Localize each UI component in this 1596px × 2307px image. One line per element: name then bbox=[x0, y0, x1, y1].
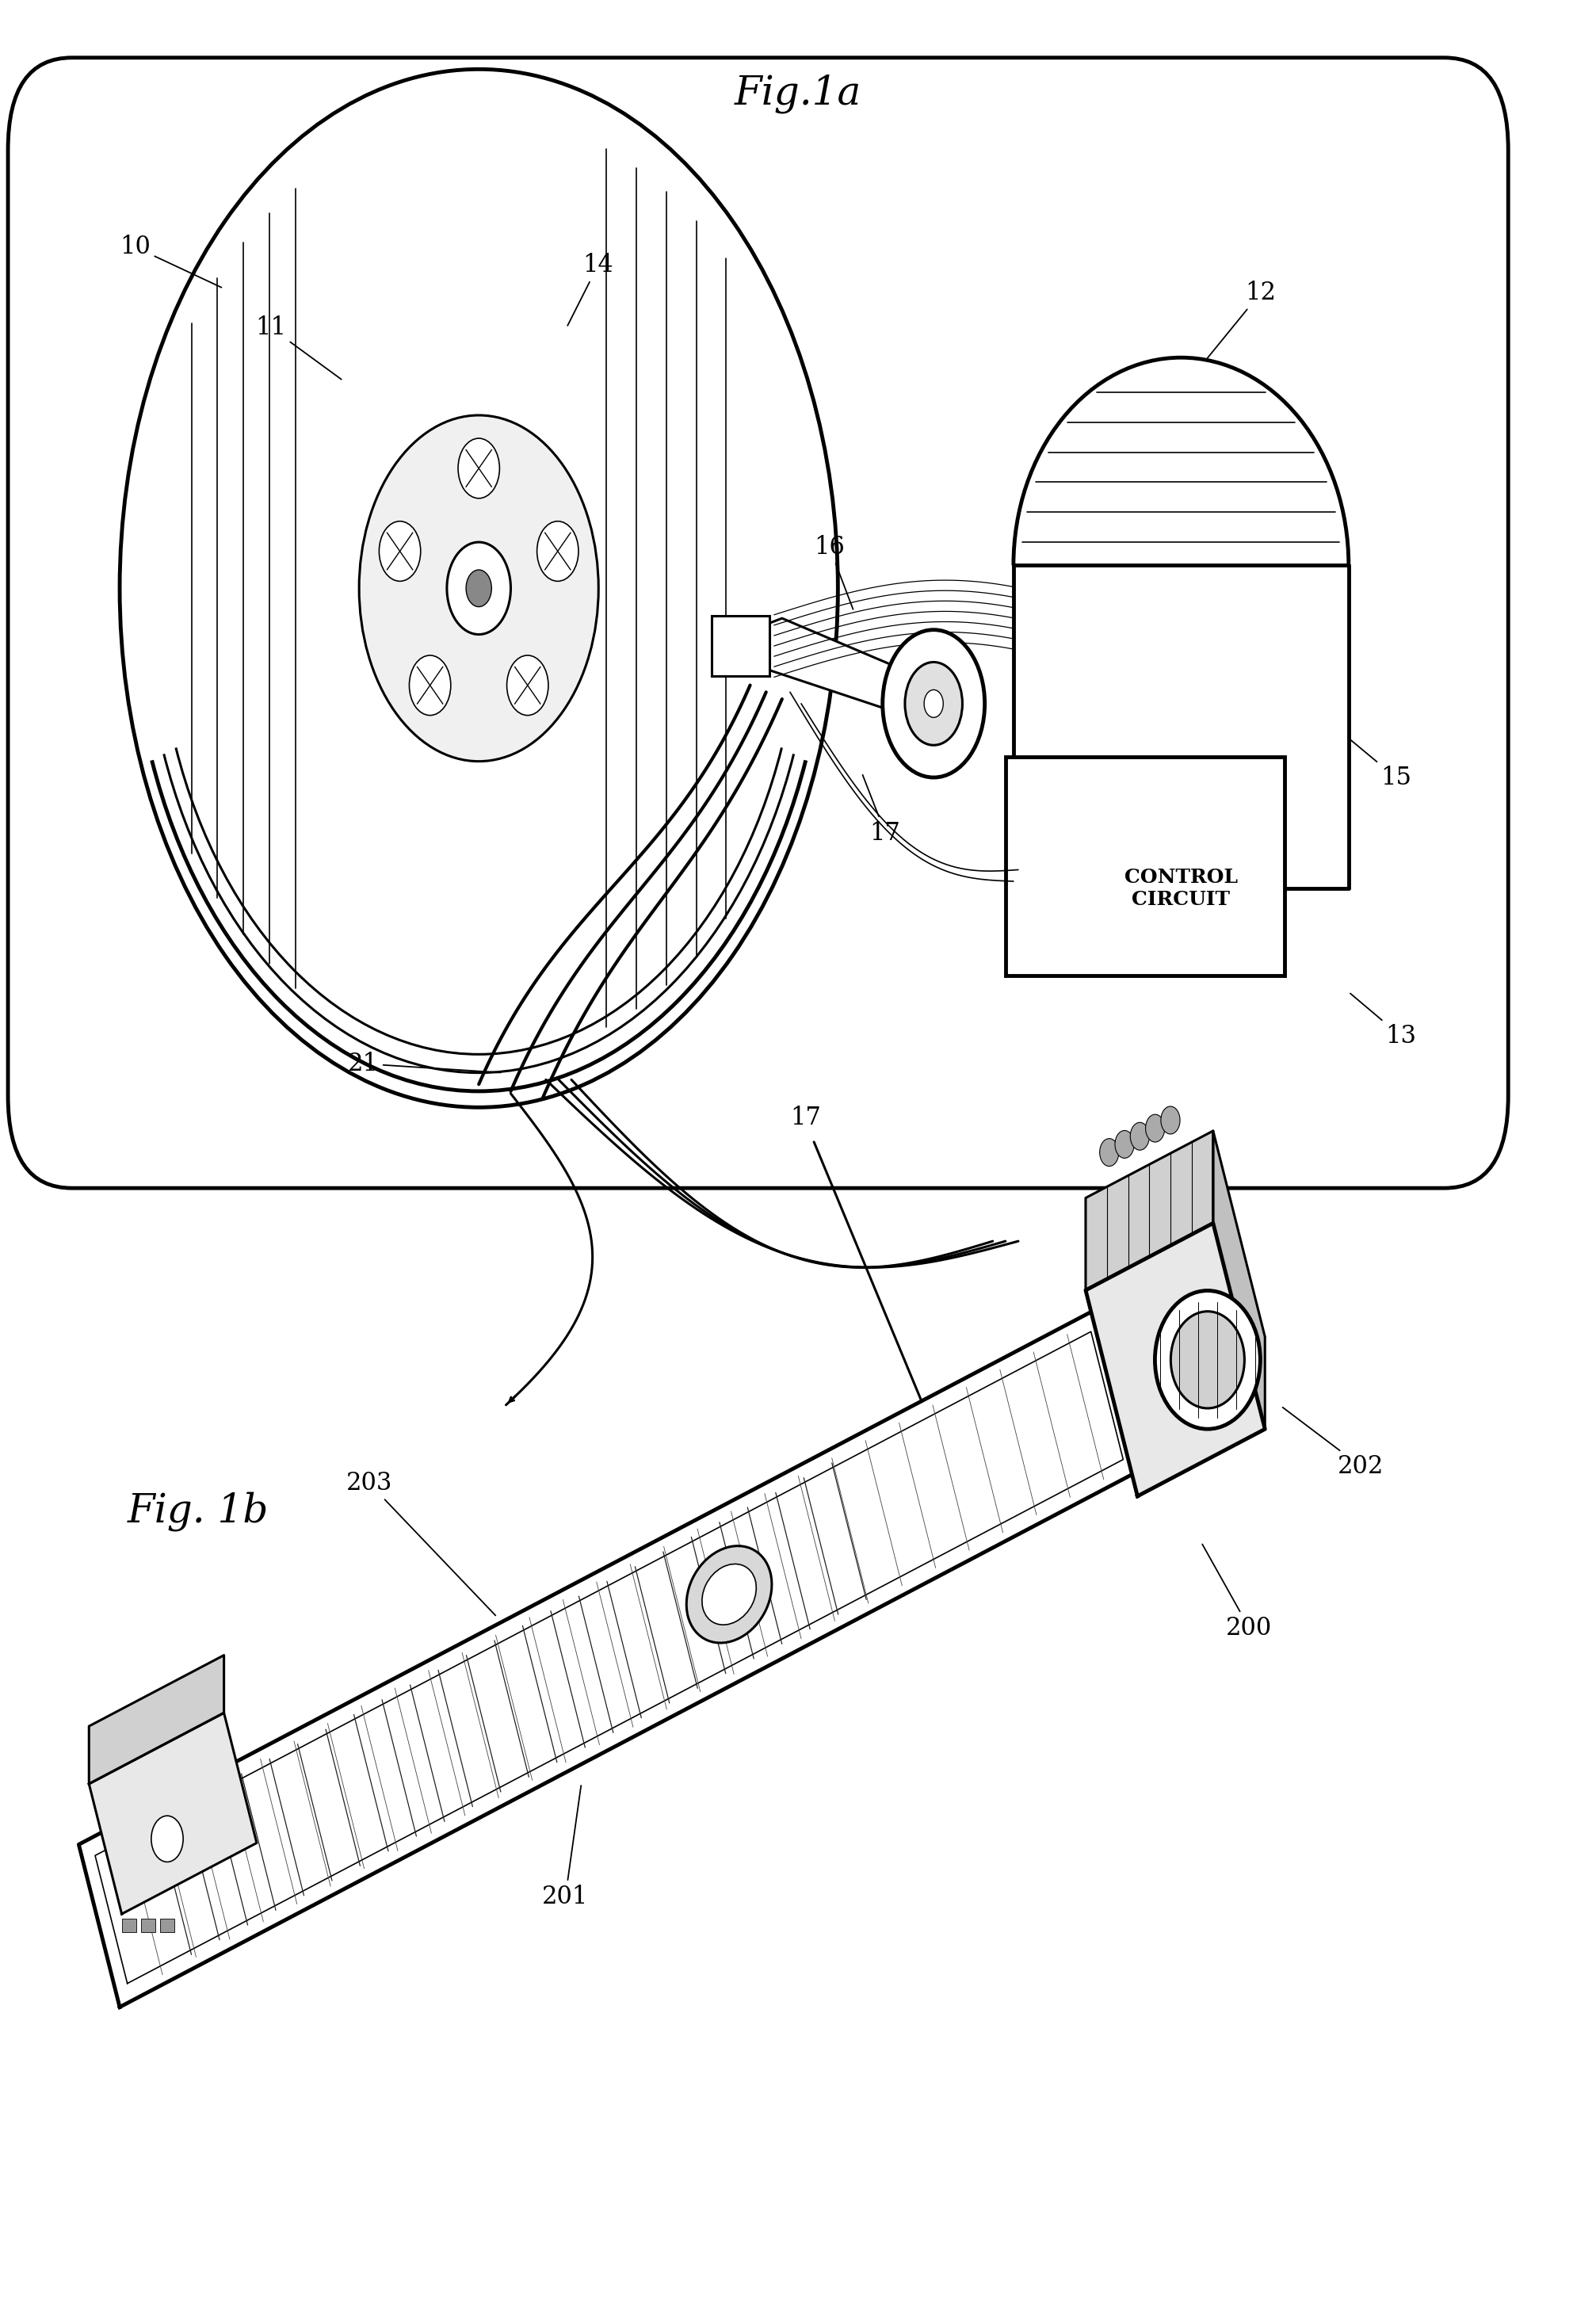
Text: 202: 202 bbox=[1283, 1407, 1384, 1479]
Text: 17: 17 bbox=[862, 775, 900, 844]
Polygon shape bbox=[1013, 565, 1349, 888]
Polygon shape bbox=[1013, 358, 1349, 565]
Text: 12: 12 bbox=[1191, 281, 1275, 378]
Text: Fig.1a: Fig.1a bbox=[734, 74, 862, 113]
FancyBboxPatch shape bbox=[121, 1919, 136, 1933]
Text: 15: 15 bbox=[1350, 741, 1411, 789]
Text: 20: 20 bbox=[622, 1571, 726, 1596]
FancyBboxPatch shape bbox=[8, 58, 1508, 1188]
Polygon shape bbox=[96, 1331, 1124, 1984]
Circle shape bbox=[466, 570, 492, 607]
Circle shape bbox=[536, 521, 578, 581]
Circle shape bbox=[508, 655, 549, 715]
Circle shape bbox=[1100, 1140, 1119, 1167]
Polygon shape bbox=[1085, 1223, 1266, 1497]
Circle shape bbox=[924, 690, 943, 717]
FancyBboxPatch shape bbox=[140, 1919, 155, 1933]
Ellipse shape bbox=[1156, 1290, 1261, 1428]
Text: O: O bbox=[749, 641, 755, 651]
Polygon shape bbox=[742, 618, 950, 722]
Polygon shape bbox=[89, 1712, 257, 1915]
Circle shape bbox=[359, 415, 598, 761]
Text: 200: 200 bbox=[1202, 1543, 1272, 1640]
Circle shape bbox=[409, 655, 450, 715]
Text: 21: 21 bbox=[93, 1758, 174, 1869]
Text: 16: 16 bbox=[814, 535, 854, 609]
Text: 14: 14 bbox=[568, 254, 613, 325]
Polygon shape bbox=[89, 1654, 223, 1783]
Ellipse shape bbox=[1171, 1310, 1245, 1407]
Text: 17: 17 bbox=[790, 1105, 822, 1130]
Circle shape bbox=[905, 662, 962, 745]
Text: 11: 11 bbox=[255, 316, 342, 378]
Circle shape bbox=[1116, 1130, 1135, 1158]
Circle shape bbox=[1160, 1107, 1179, 1135]
Circle shape bbox=[1146, 1114, 1165, 1142]
Circle shape bbox=[152, 1816, 184, 1862]
Text: CONTROL
CIRCUIT: CONTROL CIRCUIT bbox=[1124, 867, 1238, 909]
Text: D: D bbox=[729, 641, 736, 651]
Polygon shape bbox=[78, 1308, 1140, 2007]
Circle shape bbox=[1130, 1124, 1149, 1151]
Ellipse shape bbox=[702, 1564, 757, 1624]
Text: 10: 10 bbox=[120, 235, 222, 288]
Ellipse shape bbox=[686, 1546, 772, 1643]
FancyBboxPatch shape bbox=[712, 616, 769, 676]
Circle shape bbox=[883, 630, 985, 777]
Text: 21: 21 bbox=[348, 1052, 501, 1075]
Polygon shape bbox=[1085, 1130, 1213, 1290]
Text: Fig. 1b: Fig. 1b bbox=[128, 1490, 270, 1532]
Circle shape bbox=[447, 542, 511, 634]
Text: 13: 13 bbox=[1350, 994, 1416, 1047]
Circle shape bbox=[120, 69, 838, 1107]
Circle shape bbox=[380, 521, 421, 581]
FancyBboxPatch shape bbox=[1005, 757, 1285, 976]
Circle shape bbox=[458, 438, 500, 498]
FancyBboxPatch shape bbox=[160, 1919, 174, 1933]
Text: 203: 203 bbox=[346, 1472, 495, 1615]
Polygon shape bbox=[1213, 1130, 1266, 1428]
Text: 201: 201 bbox=[543, 1786, 589, 1908]
